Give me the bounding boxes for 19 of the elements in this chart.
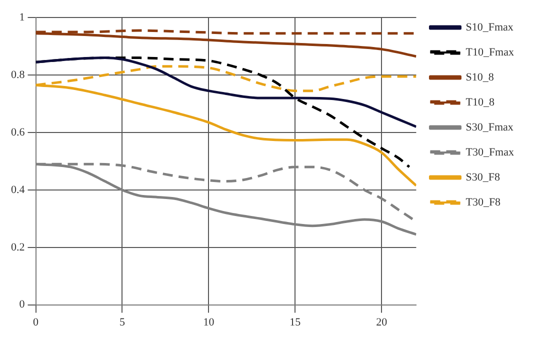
y-tick-label: 0.2: [11, 241, 25, 254]
y-tick-label: 0.6: [11, 126, 26, 138]
x-tick-label: 0: [33, 316, 39, 328]
legend-label: S30_F8: [466, 171, 500, 184]
legend-label: T30_Fmax: [466, 146, 514, 158]
y-tick-label: 0.8: [11, 68, 26, 81]
legend-label: S10_8: [466, 71, 494, 84]
x-tick-label: 20: [376, 316, 388, 328]
x-tick-label: 15: [290, 316, 302, 328]
legend-label: T30_F8: [466, 196, 502, 208]
legend-label: S10_Fmax: [466, 21, 514, 34]
y-tick-label: 0.4: [11, 184, 26, 196]
x-tick-label: 10: [203, 316, 215, 328]
legend-label: T10_8: [466, 96, 495, 108]
x-tick-label: 5: [119, 316, 126, 328]
y-tick-label: 0: [19, 298, 26, 311]
legend-label: S30_Fmax: [466, 121, 514, 134]
y-tick-label: 1: [19, 11, 25, 24]
legend-label: T10_Fmax: [466, 46, 514, 58]
